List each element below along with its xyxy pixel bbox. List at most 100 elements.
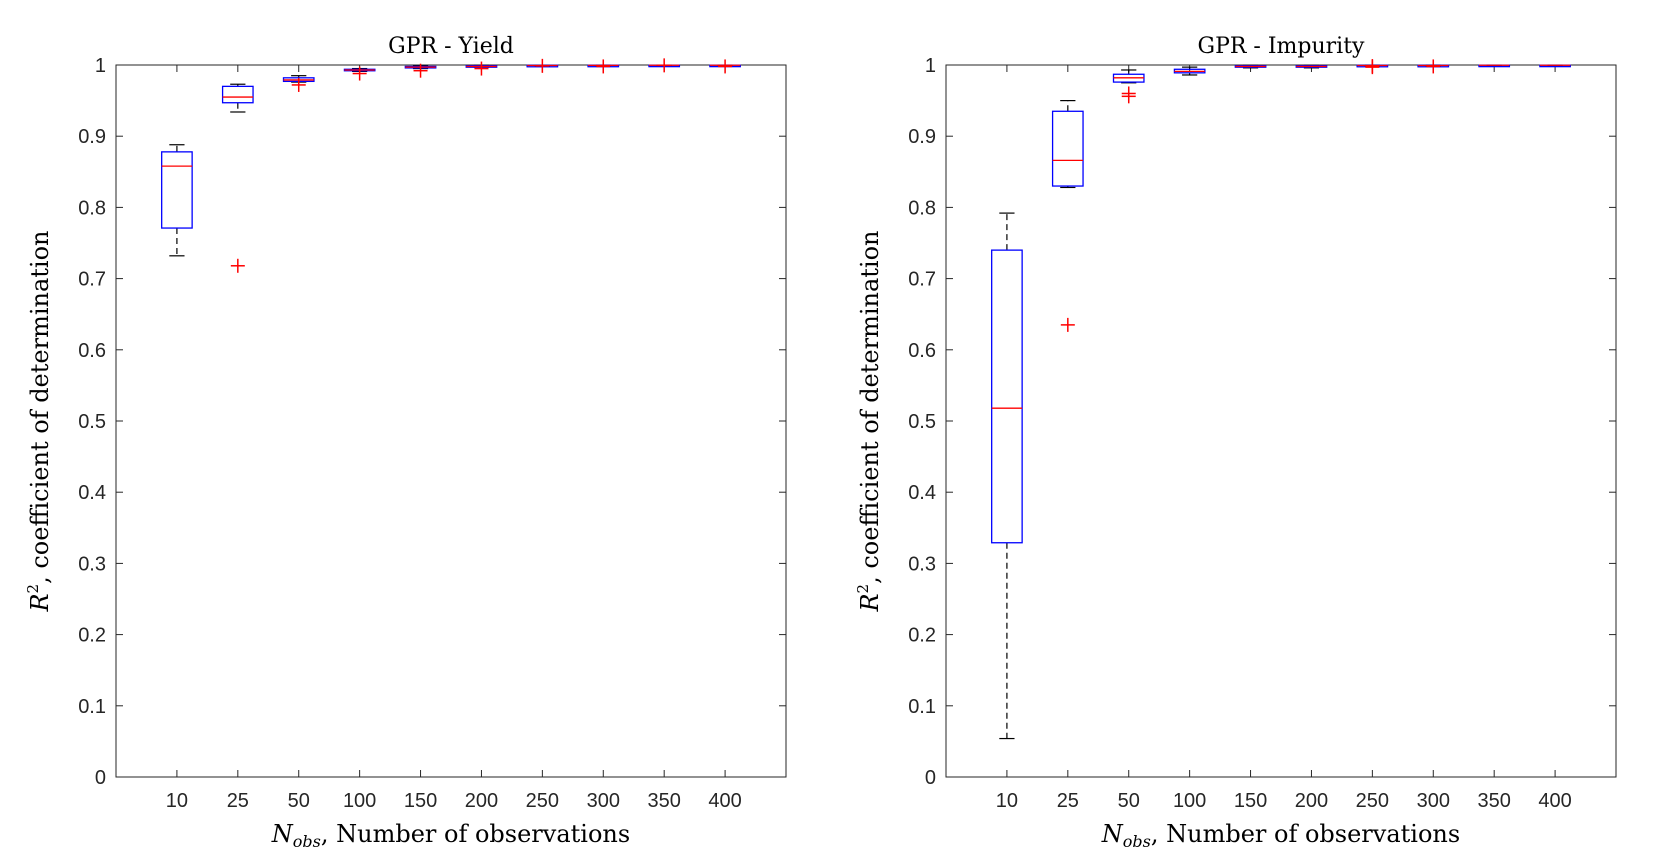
y-tick-label: 0.5 — [78, 411, 106, 433]
x-tick-label: 50 — [1118, 790, 1140, 812]
y-tick-label: 1 — [95, 55, 106, 77]
y-tick-label: 0.3 — [908, 553, 936, 575]
box-250 — [1356, 59, 1389, 75]
y-axis-label: R2, coefficient of determination — [24, 230, 54, 612]
x-axis-label: Nobs, Number of observations — [1101, 820, 1460, 851]
plot-frame — [115, 64, 787, 778]
x-tick-label: 25 — [227, 790, 249, 812]
x-tick-label: 350 — [1477, 790, 1510, 812]
y-tick-label: 0.3 — [78, 553, 106, 575]
y-axis-label-text: , coefficient of determination — [26, 230, 54, 583]
x-tick-label: 250 — [1356, 790, 1389, 812]
outlier-marker — [1426, 59, 1441, 74]
box-50 — [1112, 69, 1145, 104]
y-tick-label: 0 — [95, 767, 106, 789]
x-tick-label: 300 — [587, 790, 620, 812]
x-tick-label: 25 — [1057, 790, 1079, 812]
y-tick-label: 0.2 — [78, 625, 106, 647]
box-200 — [465, 61, 498, 76]
x-tick-label: 100 — [1173, 790, 1206, 812]
x-tick-label: 250 — [526, 790, 559, 812]
y-tick-label: 0.2 — [908, 625, 936, 647]
y-tick-label: 0.6 — [78, 340, 106, 362]
x-tick-label: 100 — [343, 790, 376, 812]
impurity-chart: 0 0.1 0.2 0.3 0.4 0.5 0.6 0.7 0.8 0.9 1 10 25 50 100 15… — [854, 34, 1617, 851]
box-200 — [1295, 64, 1328, 69]
x-axis-label-text: , Number of observations — [321, 820, 630, 848]
y-tick-label: 0.8 — [78, 197, 106, 219]
x-axis-label-subscript: obs — [293, 832, 321, 851]
box-25 — [221, 83, 254, 273]
x-axis-label-subscript: obs — [1123, 832, 1151, 851]
x-tick-label: 300 — [1417, 790, 1450, 812]
x-tick-label: 400 — [708, 790, 741, 812]
y-tick-label: 0.4 — [78, 482, 106, 504]
y-tick-label: 0.7 — [78, 269, 106, 291]
x-tick-label: 350 — [647, 790, 680, 812]
x-tick-label: 200 — [1295, 790, 1328, 812]
outlier-marker — [657, 58, 672, 73]
box-400 — [709, 59, 741, 74]
box-250 — [526, 58, 559, 73]
box-100 — [1173, 66, 1206, 76]
box-350 — [1478, 64, 1511, 68]
y-tick-label: 0.9 — [908, 126, 936, 148]
outlier-marker — [413, 63, 428, 78]
y-axis-label: R2, coefficient of determination — [854, 230, 884, 612]
y-tick-label: 1 — [925, 55, 936, 77]
outlier-marker — [1060, 317, 1075, 332]
outlier-marker — [535, 58, 550, 73]
x-tick-label: 400 — [1538, 790, 1571, 812]
box-350 — [648, 58, 681, 73]
box-150 — [404, 63, 437, 78]
y-tick-label: 0.9 — [78, 126, 106, 148]
x-axis-label: Nobs, Number of observations — [271, 820, 630, 851]
outlier-marker — [352, 66, 367, 81]
y-tick-label: 0.4 — [908, 482, 936, 504]
box-iqr — [1051, 110, 1084, 187]
outlier-marker — [291, 77, 306, 92]
outlier-marker — [718, 59, 733, 74]
chart-title: GPR - Impurity — [1198, 34, 1366, 59]
y-tick-label: 0 — [925, 767, 936, 789]
y-axis-label-superscript: 2 — [854, 584, 872, 594]
x-tick-label: 200 — [465, 790, 498, 812]
box-300 — [1417, 59, 1450, 74]
y-tick-label: 0.5 — [908, 411, 936, 433]
box-25 — [1051, 99, 1084, 332]
y-axis-label-symbol: R — [26, 593, 54, 612]
x-axis-label-symbol: N — [1101, 820, 1124, 848]
y-tick-label: 0.1 — [78, 696, 106, 718]
box-50 — [282, 75, 315, 92]
box-iqr — [991, 249, 1023, 544]
box-10 — [161, 144, 193, 257]
x-axis-label-text: , Number of observations — [1151, 820, 1460, 848]
outlier-marker — [1121, 89, 1136, 104]
plot-frame — [945, 64, 1617, 778]
box-150 — [1234, 64, 1267, 69]
y-tick-label: 0.1 — [908, 696, 936, 718]
box-100 — [343, 66, 376, 81]
y-tick-label: 0.8 — [908, 197, 936, 219]
outlier-marker — [596, 59, 611, 74]
x-tick-label: 10 — [166, 790, 188, 812]
y-axis-label-text: , coefficient of determination — [856, 230, 884, 583]
y-axis-label-superscript: 2 — [24, 584, 42, 594]
yield-chart: 0 0.1 0.2 0.3 0.4 0.5 0.6 0.7 0.8 0.9 1 10 25 50 100 15… — [24, 34, 787, 851]
outlier-marker — [1365, 60, 1380, 75]
box-300 — [587, 59, 620, 74]
box-iqr — [161, 151, 193, 229]
box-400 — [1539, 64, 1571, 68]
x-axis-label-symbol: N — [271, 820, 294, 848]
y-tick-label: 0.6 — [908, 340, 936, 362]
outlier-marker — [474, 61, 489, 76]
chart-title: GPR - Yield — [388, 34, 514, 59]
x-tick-label: 10 — [996, 790, 1018, 812]
y-axis-label-symbol: R — [856, 593, 884, 612]
x-tick-label: 150 — [404, 790, 437, 812]
outlier-marker — [230, 258, 245, 273]
box-10 — [991, 212, 1023, 740]
x-tick-label: 150 — [1234, 790, 1267, 812]
x-tick-label: 50 — [288, 790, 310, 812]
